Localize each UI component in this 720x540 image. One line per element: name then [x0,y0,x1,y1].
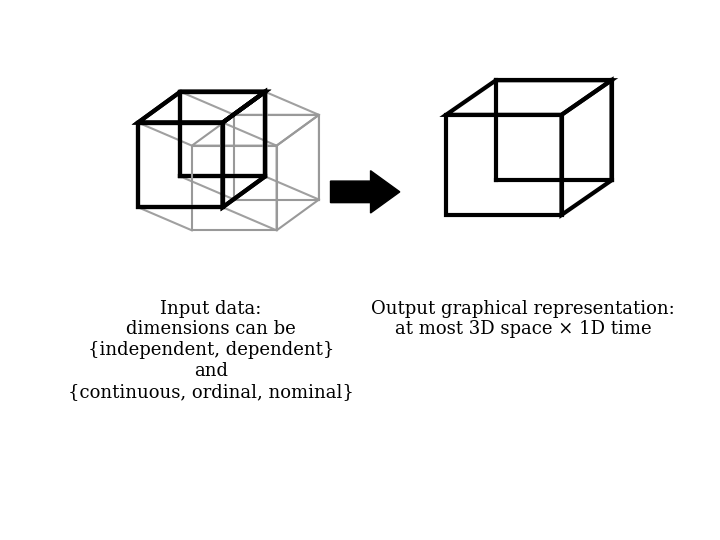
FancyArrow shape [330,171,400,213]
Text: Input data:
dimensions can be
{independent, dependent}
and
{continuous, ordinal,: Input data: dimensions can be {independe… [68,300,354,401]
Text: Output graphical representation:
at most 3D space × 1D time: Output graphical representation: at most… [371,300,675,339]
